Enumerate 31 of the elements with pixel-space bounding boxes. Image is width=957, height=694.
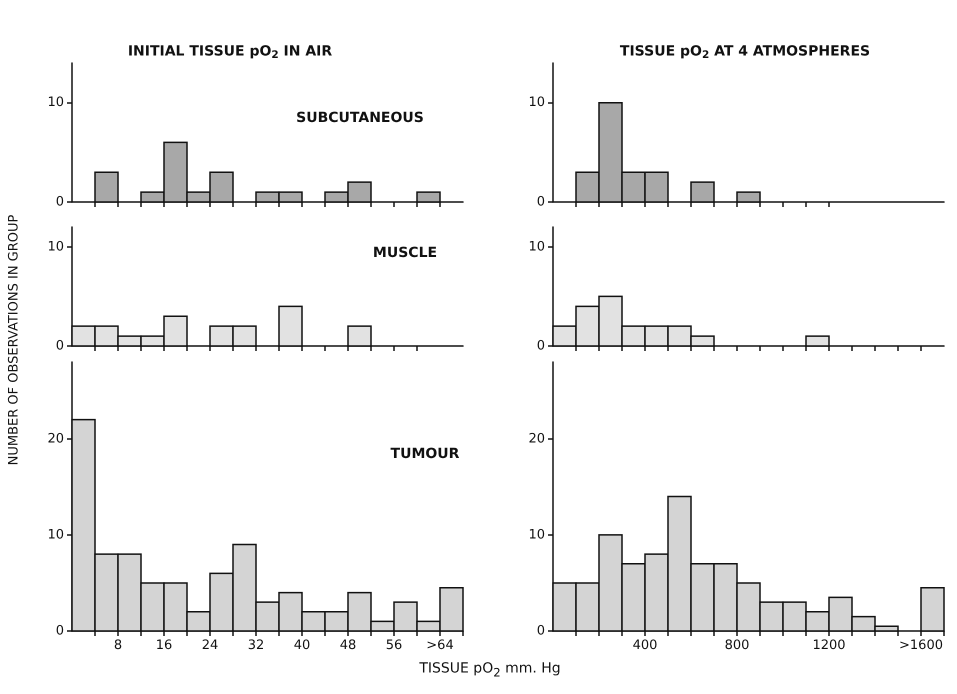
x-tick-label: 16 — [156, 638, 172, 653]
y-tick-label: 10 — [47, 95, 64, 110]
y-tick-label: 20 — [47, 431, 64, 446]
y-tick-label: 0 — [536, 624, 545, 638]
y-tick-label: 10 — [47, 527, 64, 542]
y-tick-label: 0 — [56, 338, 64, 354]
y-axis-title: NUMBER OF OBSERVATIONS IN GROUP — [6, 214, 22, 466]
text: TUMOUR — [390, 446, 460, 462]
y-tick-label: 0 — [536, 338, 545, 354]
x-axis-title: TISSUE pO$_{2}$ mm. Hg — [419, 660, 561, 680]
x-tick-label: >64 — [426, 638, 454, 653]
text: MUSCLE — [372, 245, 438, 261]
y-tick-label: 10 — [528, 239, 545, 254]
x-tick-label: 1200 — [812, 638, 846, 653]
y-tick-label: 10 — [528, 527, 545, 542]
x-tick-label: 8 — [114, 638, 122, 653]
x-tick-label: 48 — [340, 638, 356, 653]
x-tick-label: >1600 — [899, 638, 943, 653]
text: SUBCUTANEOUS — [296, 110, 424, 126]
x-tick-label: 56 — [386, 638, 402, 653]
x-tick-label: 40 — [294, 638, 310, 653]
y-tick-label: 0 — [56, 624, 64, 638]
y-tick-label: 10 — [528, 95, 545, 110]
x-tick-label: 800 — [724, 638, 750, 653]
x-tick-label: 32 — [248, 638, 264, 653]
x-tick-label: 400 — [632, 638, 658, 653]
y-tick-label: 10 — [47, 239, 64, 254]
y-tick-label: 0 — [56, 194, 64, 210]
y-tick-label: 0 — [536, 194, 545, 210]
x-tick-label: 24 — [202, 638, 218, 653]
y-tick-label: 20 — [528, 431, 545, 446]
